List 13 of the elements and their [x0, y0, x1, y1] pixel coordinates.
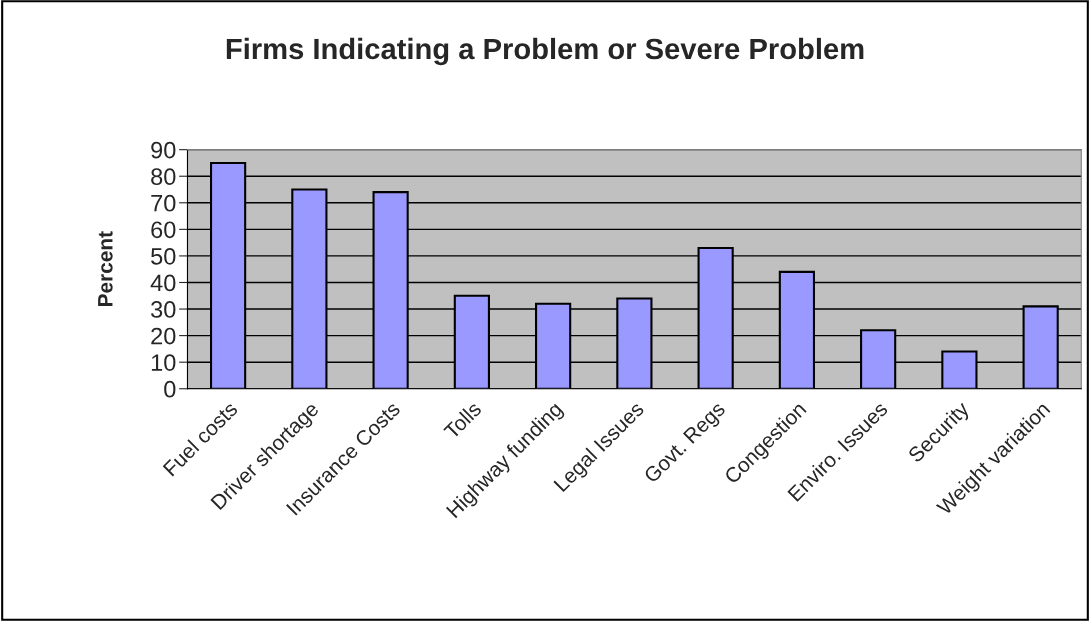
y-axis-title: Percent — [98, 231, 113, 307]
y-tick-label: 20 — [151, 327, 176, 345]
chart-title: Firms Indicating a Problem or Severe Problem — [226, 37, 864, 66]
x-tick-label: Tolls — [442, 400, 483, 440]
y-tick-label: 60 — [151, 221, 176, 239]
y-tick-label: 40 — [150, 274, 176, 292]
y-tick-label: 10 — [151, 354, 176, 371]
y-tick-label: 70 — [151, 194, 176, 212]
y-tick-label: 90 — [151, 141, 176, 159]
y-tick-label: 30 — [151, 301, 176, 318]
y-tick-label: 50 — [151, 247, 176, 265]
y-tick-label: 80 — [151, 168, 176, 186]
y-tick-label: 0 — [164, 380, 176, 398]
